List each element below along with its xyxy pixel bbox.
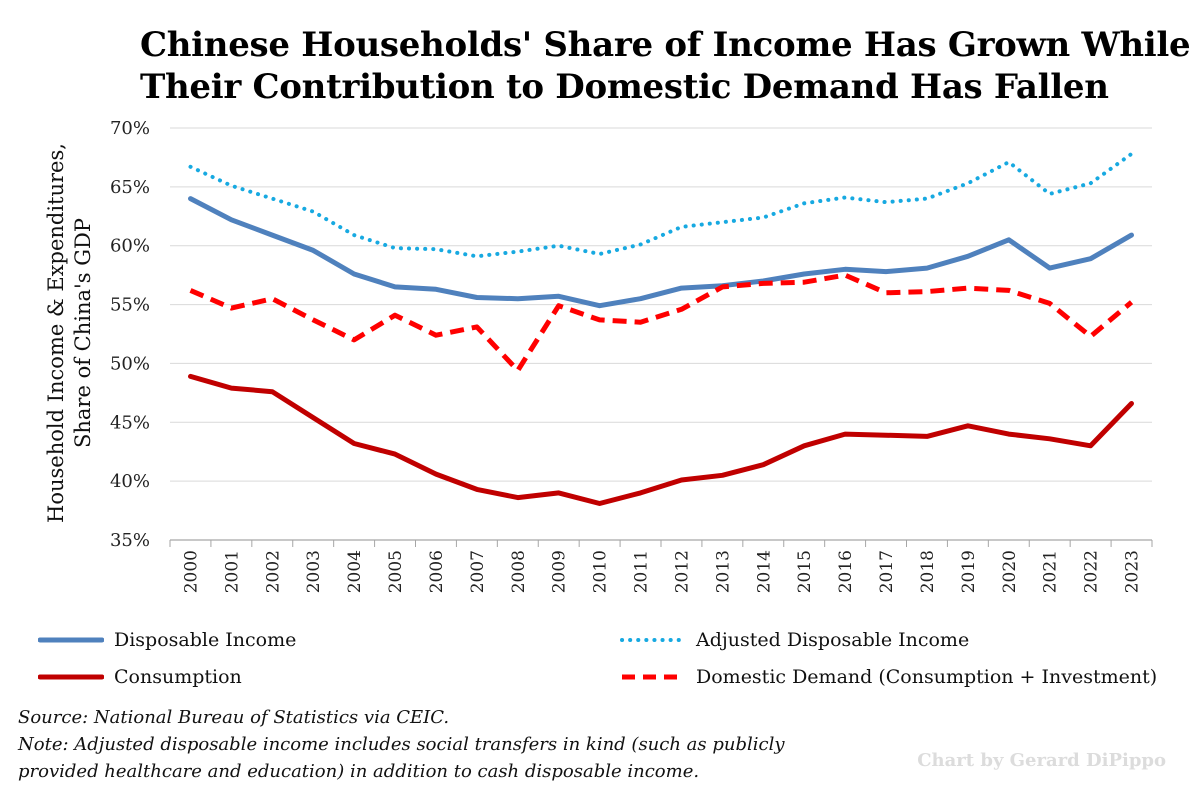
series-line-adjusted-disposable-income <box>188 151 1134 259</box>
chart-title-line-1: Chinese Households' Share of Income Has … <box>140 25 1191 65</box>
y-tick-label: 40% <box>110 471 150 492</box>
x-tick-label: 2009 <box>550 550 570 593</box>
y-tick-label: 45% <box>110 412 150 433</box>
legend-item-domestic-demand: Domestic Demand (Consumption + Investmen… <box>620 662 1157 692</box>
y-tick-label: 50% <box>110 353 150 374</box>
legend-swatch-adjusted-disposable-income <box>620 638 686 642</box>
legend-item-disposable-income: Disposable Income <box>38 625 296 655</box>
x-tick-label: 2021 <box>1041 550 1061 593</box>
note-line-2: provided healthcare and education) in ad… <box>18 761 700 782</box>
legend-label: Adjusted Disposable Income <box>696 629 970 651</box>
note-line-1: Note: Adjusted disposable income include… <box>18 734 785 755</box>
series-line-domestic-demand-consumption-investment <box>189 272 1134 373</box>
legend-item-consumption: Consumption <box>38 662 242 692</box>
x-axis: 2000 2001 2002 2003 2004 2005 2006 2007 2008 2009… <box>169 539 1153 593</box>
legend-swatch-domestic-demand <box>622 674 684 680</box>
y-tick-label: 65% <box>110 177 150 198</box>
legend-label: Domestic Demand (Consumption + Investmen… <box>696 666 1158 688</box>
chart-title: Chinese Households' Share of Income Has … <box>140 24 1191 108</box>
x-tick-label: 2001 <box>222 550 242 593</box>
gridlines <box>170 127 1152 482</box>
x-tick-label: 2020 <box>1000 550 1020 593</box>
x-tick-label: 2016 <box>836 550 856 593</box>
series-lines <box>188 151 1134 506</box>
legend-swatch-disposable-income <box>38 637 104 643</box>
x-tick-label: 2013 <box>713 550 733 593</box>
x-tick-label: 2004 <box>345 550 365 593</box>
y-tick-label: 35% <box>110 530 150 551</box>
y-axis-ticks: 35% 40% 45% 50% 55% 60% 65% 70% <box>110 118 150 551</box>
x-tick-label: 2005 <box>386 550 406 593</box>
x-tick-label: 2014 <box>754 550 774 593</box>
series-line-disposable-income <box>188 196 1134 309</box>
chart-credit: Chart by Gerard DiPippo <box>917 750 1166 771</box>
chart-title-line-2: Their Contribution to Domestic Demand Ha… <box>140 67 1109 107</box>
x-tick-label: 2017 <box>877 550 897 593</box>
x-tick-label: 2023 <box>1123 550 1143 593</box>
x-tick-label: 2012 <box>672 550 692 593</box>
x-tick-label: 2000 <box>181 550 201 593</box>
x-tick-label: 2003 <box>304 550 324 593</box>
x-tick-label: 2019 <box>959 550 979 593</box>
y-tick-label: 70% <box>110 118 150 139</box>
x-tick-label: 2022 <box>1082 550 1102 593</box>
chart-notes: Source: National Bureau of Statistics vi… <box>18 704 785 785</box>
x-tick-label: 2008 <box>509 550 529 593</box>
source-note: Source: National Bureau of Statistics vi… <box>18 707 450 728</box>
y-tick-label: 55% <box>110 295 150 316</box>
legend-label: Consumption <box>114 666 242 688</box>
x-tick-label: 2010 <box>591 550 611 593</box>
line-chart: 35%40%45%50%55%60%65%70% 2000 2001 2002 200… <box>110 118 1153 593</box>
x-tick-label: 2007 <box>468 550 488 593</box>
x-tick-label: 2006 <box>427 550 447 593</box>
series-line-consumption <box>188 373 1134 506</box>
x-tick-label: 2015 <box>795 550 815 593</box>
legend-swatch-consumption <box>38 674 104 680</box>
legend-label: Disposable Income <box>114 629 297 651</box>
x-tick-label: 2018 <box>918 550 938 593</box>
x-tick-label: 2011 <box>632 550 652 593</box>
legend-item-adjusted-disposable-income: Adjusted Disposable Income <box>620 625 969 655</box>
y-tick-label: 60% <box>110 236 150 257</box>
x-tick-label: 2002 <box>263 550 283 593</box>
